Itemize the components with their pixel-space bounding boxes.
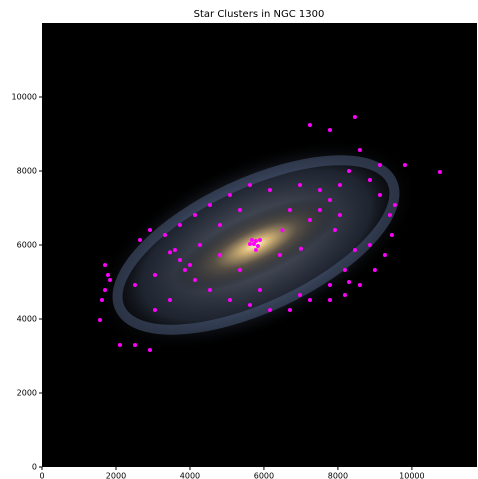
- x-tick-label: 8000: [328, 472, 348, 479]
- cluster-point: [183, 268, 187, 272]
- cluster-point: [133, 343, 137, 347]
- cluster-point: [208, 288, 212, 292]
- cluster-point: [108, 278, 112, 282]
- cluster-point: [343, 268, 347, 272]
- cluster-point: [178, 223, 182, 227]
- x-tick-label: 2000: [106, 472, 126, 479]
- cluster-point: [353, 115, 357, 119]
- cluster-point: [173, 248, 177, 252]
- cluster-point: [248, 183, 252, 187]
- cluster-point: [318, 188, 322, 192]
- cluster-point: [388, 213, 392, 217]
- cluster-point: [368, 178, 372, 182]
- cluster-point: [343, 293, 347, 297]
- cluster-point: [338, 183, 342, 187]
- cluster-point: [103, 263, 107, 267]
- cluster-point: [358, 283, 362, 287]
- cluster-point: [103, 288, 107, 292]
- y-tick-label: 6000: [17, 241, 37, 250]
- cluster-point: [368, 243, 372, 247]
- cluster-point: [118, 343, 122, 347]
- cluster-point: [268, 308, 272, 312]
- cluster-point: [308, 123, 312, 127]
- cluster-point: [252, 242, 256, 246]
- cluster-point: [288, 208, 292, 212]
- cluster-point: [193, 213, 197, 217]
- chart-title: Star Clusters in NGC 1300: [194, 9, 325, 20]
- cluster-point: [250, 238, 254, 242]
- cluster-point: [153, 273, 157, 277]
- cluster-point: [106, 273, 110, 277]
- x-tick-label: 4000: [180, 472, 200, 479]
- cluster-point: [298, 293, 302, 297]
- cluster-point: [248, 242, 252, 246]
- cluster-point: [238, 208, 242, 212]
- cluster-point: [378, 163, 382, 167]
- cluster-point: [248, 303, 252, 307]
- cluster-point: [258, 288, 262, 292]
- cluster-point: [308, 218, 312, 222]
- cluster-point: [338, 213, 342, 217]
- cluster-point: [254, 248, 258, 252]
- cluster-point: [333, 228, 337, 232]
- cluster-point: [256, 244, 260, 248]
- cluster-point: [258, 238, 262, 242]
- cluster-point: [299, 247, 303, 251]
- cluster-point: [318, 208, 322, 212]
- cluster-point: [347, 280, 351, 284]
- cluster-point: [133, 283, 137, 287]
- cluster-point: [328, 298, 332, 302]
- x-tick-label: 6000: [254, 472, 274, 479]
- y-tick-label: 10000: [12, 93, 37, 102]
- y-tick-label: 2000: [17, 389, 37, 398]
- cluster-point: [198, 243, 202, 247]
- cluster-point: [218, 223, 222, 227]
- cluster-point: [393, 203, 397, 207]
- cluster-point: [383, 253, 387, 257]
- cluster-point: [168, 250, 172, 254]
- x-tick-label: 10000: [399, 472, 424, 479]
- cluster-point: [168, 298, 172, 302]
- cluster-point: [238, 268, 242, 272]
- cluster-point: [100, 298, 104, 302]
- cluster-point: [148, 228, 152, 232]
- cluster-point: [328, 198, 332, 202]
- cluster-point: [208, 203, 212, 207]
- cluster-point: [280, 228, 284, 232]
- cluster-point: [163, 233, 167, 237]
- chart: Star Clusters in NGC 1300 0 2000 4000 6000 8…: [0, 0, 478, 479]
- cluster-point: [358, 148, 362, 152]
- y-tick-label: 8000: [17, 167, 37, 176]
- cluster-point: [268, 188, 272, 192]
- cluster-point: [148, 348, 152, 352]
- cluster-point: [228, 298, 232, 302]
- cluster-point: [178, 258, 182, 262]
- cluster-point: [228, 193, 232, 197]
- cluster-point: [403, 163, 407, 167]
- cluster-point: [278, 253, 282, 257]
- x-tick-label: 0: [39, 472, 44, 479]
- cluster-point: [378, 193, 382, 197]
- cluster-point: [347, 169, 351, 173]
- cluster-point: [308, 298, 312, 302]
- cluster-point: [153, 308, 157, 312]
- y-tick-label: 0: [32, 463, 37, 472]
- cluster-point: [98, 318, 102, 322]
- cluster-point: [328, 283, 332, 287]
- cluster-point: [438, 170, 442, 174]
- cluster-point: [288, 308, 292, 312]
- cluster-point: [218, 253, 222, 257]
- cluster-point: [373, 268, 377, 272]
- cluster-point: [298, 183, 302, 187]
- y-tick-label: 4000: [17, 315, 37, 324]
- cluster-point: [138, 238, 142, 242]
- cluster-point: [353, 248, 357, 252]
- cluster-point: [193, 278, 197, 282]
- cluster-point: [328, 128, 332, 132]
- cluster-point: [188, 263, 192, 267]
- cluster-point: [390, 233, 394, 237]
